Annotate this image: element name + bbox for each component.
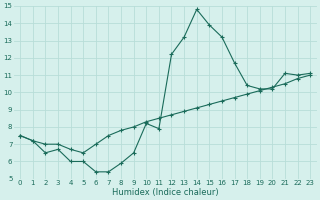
X-axis label: Humidex (Indice chaleur): Humidex (Indice chaleur) (112, 188, 219, 197)
